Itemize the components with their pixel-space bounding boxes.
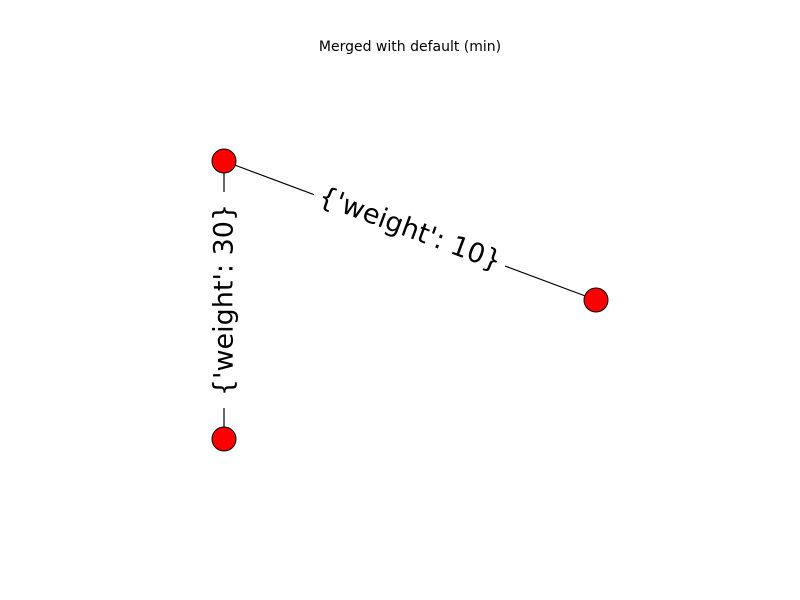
figure-title: Merged with default (min)	[318, 39, 502, 55]
edge-label-top-bottom-text: {'weight': 30}	[209, 204, 240, 396]
edge-label-top-right: {'weight': 10}	[306, 172, 514, 286]
edge-label-top-bottom: {'weight': 30}	[204, 192, 244, 408]
node-right	[583, 287, 609, 313]
edge-label-top-right-text: {'weight': 10}	[315, 181, 506, 277]
node-bottom	[211, 426, 237, 452]
node-top	[211, 148, 237, 174]
